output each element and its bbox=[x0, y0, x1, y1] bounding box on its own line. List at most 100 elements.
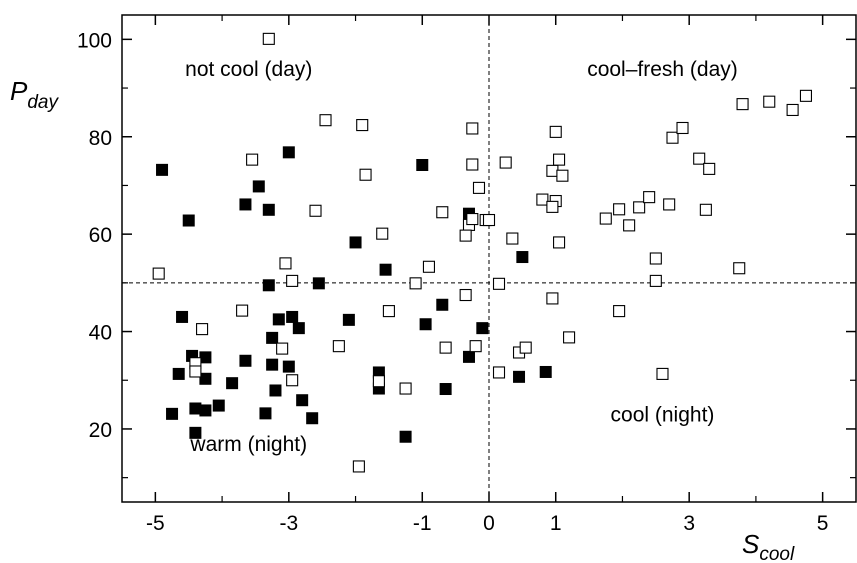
open-square-point bbox=[482, 213, 496, 227]
open-square-point bbox=[703, 162, 716, 175]
open-square-point bbox=[546, 292, 559, 305]
open-square-point bbox=[286, 374, 299, 387]
quadrant-label: warm (night) bbox=[189, 433, 307, 456]
open-square-point bbox=[546, 164, 559, 177]
filled-square-point bbox=[462, 350, 475, 363]
open-square-point bbox=[666, 131, 679, 144]
filled-square-point bbox=[436, 298, 449, 311]
open-square-point bbox=[189, 365, 202, 378]
x-axis-label: Scool bbox=[742, 529, 795, 563]
filled-square-point bbox=[312, 277, 325, 290]
filled-square-point bbox=[439, 383, 452, 396]
open-square-point bbox=[499, 156, 512, 169]
filled-square-point bbox=[199, 351, 212, 364]
x-tick-label: -5 bbox=[146, 512, 165, 535]
filled-square-point bbox=[262, 279, 275, 292]
x-tick-label: 0 bbox=[483, 512, 495, 535]
quadrant-label: cool (night) bbox=[611, 404, 715, 427]
filled-square-point bbox=[399, 430, 412, 443]
open-square-point bbox=[763, 95, 776, 108]
filled-square-point bbox=[416, 158, 429, 171]
open-square-point bbox=[733, 262, 746, 275]
open-square-point bbox=[262, 32, 275, 45]
open-square-point bbox=[613, 305, 626, 318]
open-square-point bbox=[246, 153, 259, 166]
open-square-point bbox=[276, 342, 289, 355]
open-square-point bbox=[506, 232, 519, 245]
open-square-point bbox=[786, 103, 799, 117]
filled-square-point bbox=[282, 146, 295, 159]
open-square-point bbox=[399, 382, 412, 395]
open-square-point bbox=[459, 288, 472, 302]
filled-square-point bbox=[349, 236, 362, 249]
open-square-point bbox=[563, 331, 576, 344]
open-square-point bbox=[196, 323, 209, 336]
open-square-point bbox=[352, 460, 365, 473]
open-square-point bbox=[643, 191, 656, 204]
open-square-point bbox=[376, 227, 389, 240]
x-tick-label: 1 bbox=[550, 512, 562, 535]
y-tick-label: 100 bbox=[77, 29, 112, 52]
tick-labels: -5 -3 -1 0 1 3 5 20 40 60 80 100 bbox=[77, 29, 829, 535]
open-square-point bbox=[492, 366, 506, 379]
filled-square-point bbox=[419, 318, 432, 331]
filled-square-point bbox=[266, 331, 279, 344]
filled-square-point bbox=[292, 322, 305, 335]
filled-square-point bbox=[172, 367, 185, 380]
reference-lines bbox=[122, 15, 856, 502]
open-square-point bbox=[663, 198, 676, 211]
open-square-point bbox=[436, 206, 449, 219]
open-square-point bbox=[469, 340, 482, 353]
y-tick-label: 20 bbox=[89, 419, 112, 442]
filled-square-point bbox=[266, 358, 279, 371]
open-square-point bbox=[286, 274, 299, 287]
open-square-point bbox=[422, 260, 435, 273]
open-square-point bbox=[492, 277, 506, 290]
open-square-point bbox=[736, 98, 749, 111]
open-square-point bbox=[319, 114, 332, 127]
filled-square-point bbox=[199, 404, 212, 417]
open-square-point bbox=[409, 277, 422, 290]
open-square-point bbox=[599, 212, 612, 225]
x-tick-label: -3 bbox=[279, 512, 298, 535]
x-tick-label: 3 bbox=[683, 512, 695, 535]
open-square-point bbox=[472, 181, 486, 194]
axis-ticks bbox=[122, 15, 856, 502]
filled-square-point bbox=[239, 354, 252, 367]
open-square-point bbox=[359, 168, 372, 181]
y-tick-label: 60 bbox=[89, 224, 112, 247]
filled-square-point bbox=[342, 313, 355, 326]
open-square-point bbox=[799, 89, 813, 102]
open-square-point bbox=[553, 153, 566, 166]
open-square-point bbox=[656, 367, 669, 380]
open-square-point bbox=[152, 267, 165, 280]
quadrant-label: not cool (day) bbox=[185, 58, 312, 81]
data-points bbox=[152, 32, 813, 473]
x-tick-label: 5 bbox=[817, 512, 829, 535]
filled-square-point bbox=[212, 399, 225, 412]
open-square-point bbox=[466, 122, 479, 135]
filled-square-point bbox=[156, 163, 169, 176]
open-square-point bbox=[279, 257, 292, 270]
filled-square-point bbox=[182, 214, 195, 227]
quadrant-labels: not cool (day) cool–fresh (day) warm (nigh… bbox=[185, 58, 738, 456]
filled-square-point bbox=[286, 310, 299, 323]
open-square-point bbox=[693, 152, 706, 165]
filled-square-point bbox=[296, 394, 309, 407]
open-square-point bbox=[459, 229, 472, 242]
filled-square-point bbox=[272, 313, 285, 326]
filled-square-point bbox=[199, 372, 212, 385]
open-square-point bbox=[466, 213, 479, 226]
x-axis-label-main: S bbox=[742, 529, 760, 559]
open-square-point bbox=[699, 203, 712, 216]
y-axis-label: Pday bbox=[10, 76, 59, 113]
filled-square-point bbox=[269, 384, 282, 397]
x-tick-label: -1 bbox=[413, 512, 432, 535]
open-square-point bbox=[536, 193, 549, 206]
filled-square-point bbox=[166, 407, 179, 420]
y-axis-label-sub: day bbox=[27, 92, 59, 113]
open-square-point bbox=[633, 201, 646, 214]
filled-square-point bbox=[259, 407, 272, 420]
open-square-point bbox=[549, 125, 562, 138]
